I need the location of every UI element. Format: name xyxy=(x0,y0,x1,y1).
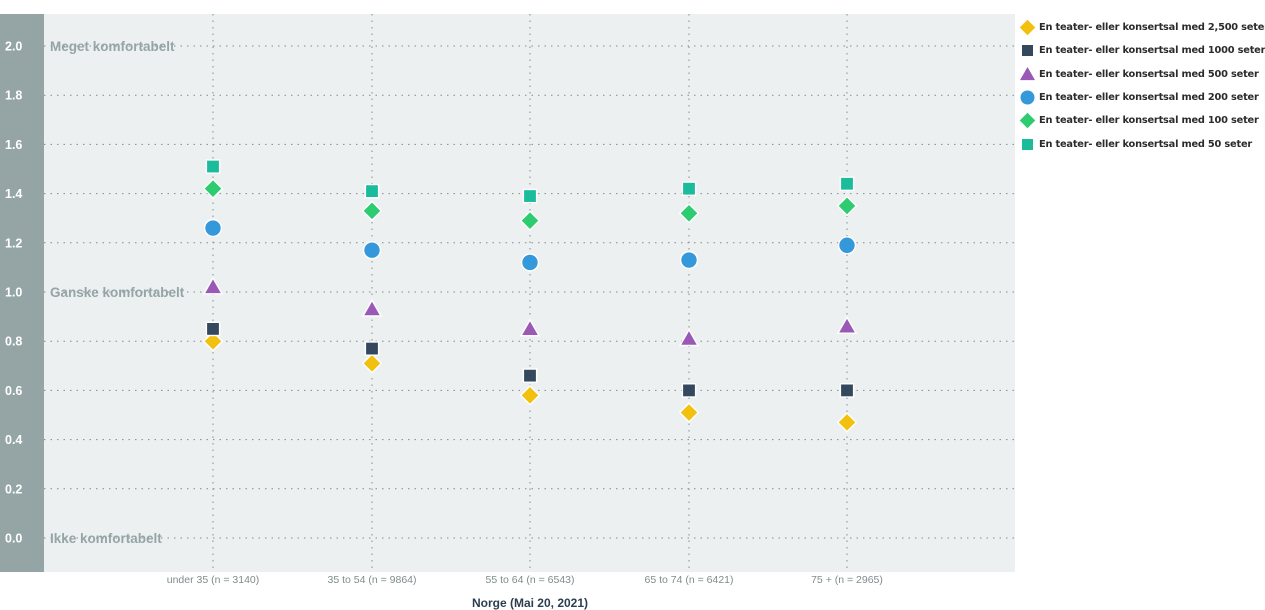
y-tick-label: 0.4 xyxy=(5,433,22,447)
data-point xyxy=(202,276,224,295)
data-point xyxy=(205,321,221,337)
legend-circle-icon xyxy=(1020,90,1035,105)
data-point xyxy=(837,236,857,255)
data-point xyxy=(519,385,541,406)
data-point xyxy=(522,368,538,383)
y-tick-label: 1.6 xyxy=(5,138,22,152)
data-point xyxy=(361,298,383,317)
legend-marker-shape xyxy=(1022,45,1033,57)
legend: En teater- eller konsertsal med 2,500 se… xyxy=(1019,16,1265,156)
legend-item[interactable]: En teater- eller konsertsal med 2,500 se… xyxy=(1019,16,1265,39)
data-point xyxy=(839,176,855,192)
data-point xyxy=(678,402,700,423)
data-point xyxy=(679,250,699,270)
x-category-label: 55 to 64 (n = 6543) xyxy=(485,574,574,586)
legend-label: En teater- eller konsertsal med 100 sete… xyxy=(1039,115,1259,127)
data-point xyxy=(678,328,700,347)
data-point xyxy=(839,383,855,398)
legend-item[interactable]: En teater- eller konsertsal med 500 sete… xyxy=(1019,63,1265,86)
y-axis-ticks: 0.0 0.2 0.4 0.6 0.8 1.0 1.2 1.4 1.6 1.8 2.0 xyxy=(5,40,22,546)
data-point xyxy=(681,383,697,398)
x-category-label: under 35 (n = 3140) xyxy=(167,574,260,586)
legend-marker-shape xyxy=(1022,138,1033,150)
legend-diamond-icon xyxy=(1019,19,1036,36)
legend-label: En teater- eller konsertsal med 2,500 se… xyxy=(1039,22,1265,34)
data-point xyxy=(361,200,383,222)
data-point xyxy=(364,341,380,356)
legend-marker-shape xyxy=(1020,66,1035,80)
legend-label: En teater- eller konsertsal med 200 sete… xyxy=(1039,92,1259,104)
legend-item[interactable]: En teater- eller konsertsal med 200 sete… xyxy=(1019,86,1265,109)
plot-background xyxy=(44,14,1015,572)
y-annotation: Ikke komfortabelt xyxy=(50,531,162,546)
data-point xyxy=(678,202,700,224)
data-point xyxy=(361,353,383,374)
y-annotation: Meget komfortabelt xyxy=(50,39,175,54)
y-tick-label: 0.8 xyxy=(5,335,22,349)
legend-square-icon xyxy=(1022,45,1033,57)
legend-label: En teater- eller konsertsal med 500 sete… xyxy=(1039,68,1259,80)
data-points xyxy=(202,159,858,433)
y-tick-label: 0.2 xyxy=(5,482,22,496)
legend-marker-shape xyxy=(1019,19,1036,36)
legend-marker-shape xyxy=(1020,90,1035,105)
y-annotation: Ganske komfortabelt xyxy=(50,285,185,300)
data-point xyxy=(836,195,858,217)
data-point xyxy=(519,210,541,231)
x-axis-title: Norge (Mai 20, 2021) xyxy=(472,596,588,610)
legend-label: En teater- eller konsertsal med 50 seter xyxy=(1039,138,1253,150)
y-tick-label: 1.8 xyxy=(5,89,22,103)
legend-item[interactable]: En teater- eller konsertsal med 50 seter xyxy=(1019,132,1265,155)
data-point xyxy=(203,218,223,238)
data-point xyxy=(681,181,697,196)
data-point xyxy=(364,183,380,199)
data-point xyxy=(362,241,382,260)
y-tick-label: 0.6 xyxy=(5,384,22,398)
y-axis-band xyxy=(0,14,44,572)
data-point xyxy=(836,316,858,334)
data-point xyxy=(202,330,224,352)
data-point xyxy=(519,318,541,337)
legend-square-icon xyxy=(1022,138,1033,150)
legend-diamond-icon xyxy=(1019,113,1036,129)
y-tick-label: 1.2 xyxy=(5,236,22,250)
y-tick-label: 1.0 xyxy=(5,286,22,300)
y-tick-label: 1.4 xyxy=(5,187,22,201)
data-point xyxy=(205,159,221,174)
x-category-label: 35 to 54 (n = 9864) xyxy=(327,574,416,586)
legend-item[interactable]: En teater- eller konsertsal med 100 sete… xyxy=(1019,109,1265,132)
x-category-label: 65 to 74 (n = 6421) xyxy=(644,574,733,586)
x-category-label: 75 + (n = 2965) xyxy=(811,574,883,586)
data-point xyxy=(522,188,538,204)
data-point xyxy=(520,253,540,272)
legend-marker-shape xyxy=(1019,113,1036,129)
y-tick-label: 2.0 xyxy=(5,40,22,54)
legend-item[interactable]: En teater- eller konsertsal med 1000 set… xyxy=(1019,39,1265,62)
legend-triangle-icon xyxy=(1020,66,1035,80)
legend-label: En teater- eller konsertsal med 1000 set… xyxy=(1039,45,1265,57)
data-point xyxy=(836,412,858,433)
data-point xyxy=(202,178,224,199)
x-axis-categories: under 35 (n = 3140) 35 to 54 (n = 9864) 55… xyxy=(167,574,883,586)
y-annotations: Ikke komfortabelt Ganske komfortabelt Mege… xyxy=(50,39,185,546)
y-tick-label: 0.0 xyxy=(5,532,22,546)
